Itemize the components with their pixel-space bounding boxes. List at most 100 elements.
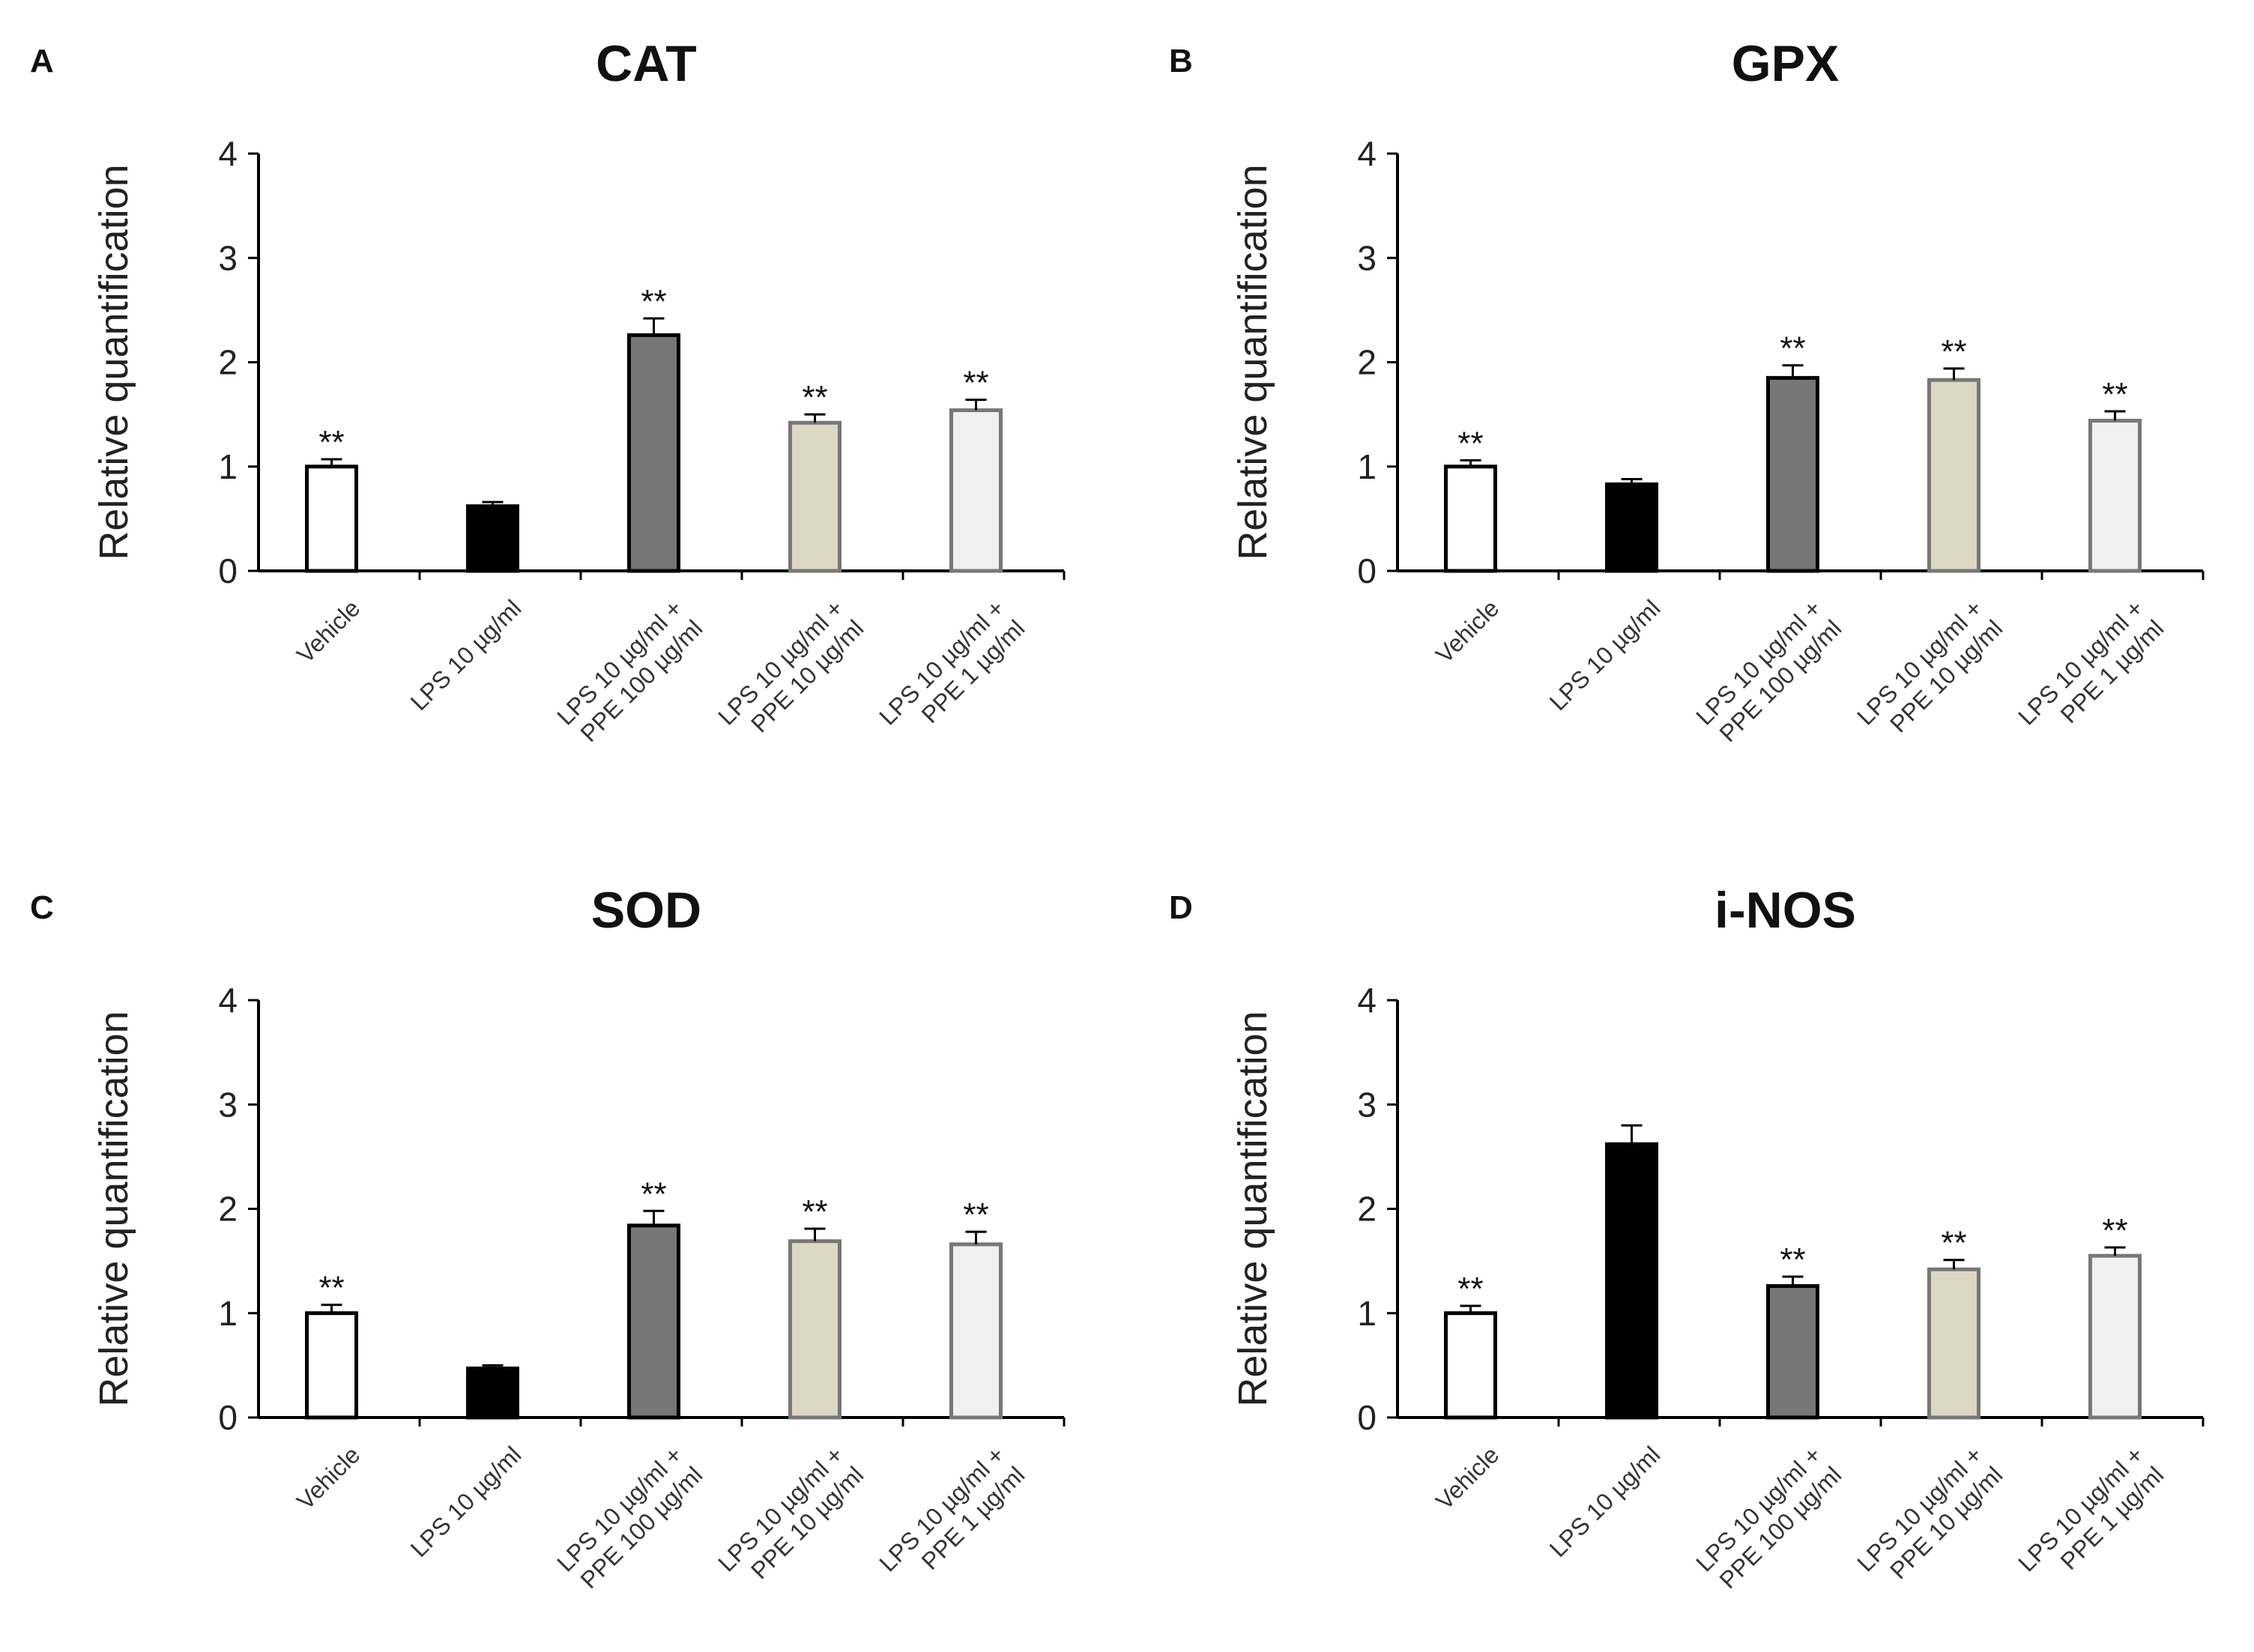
- bar-group: **: [305, 424, 358, 573]
- bar-group: **: [2088, 376, 2142, 573]
- category-label: LPS 10 µg/ml +PPE 1 µg/ml: [874, 1441, 1030, 1597]
- bar: [788, 420, 842, 573]
- category-label: LPS 10 µg/ml +PPE 100 µg/ml: [1690, 594, 1846, 750]
- category-label: Vehicle: [1430, 594, 1504, 668]
- y-tick-label: 3: [218, 1085, 238, 1124]
- bar: [1605, 482, 1658, 573]
- bar-group: [466, 1364, 519, 1420]
- y-tick-label: 1: [218, 447, 238, 486]
- category-label: Vehicle: [291, 594, 365, 668]
- y-tick-label: 2: [218, 1190, 238, 1229]
- bar-group: **: [1927, 333, 1980, 573]
- category-label-line: Vehicle: [291, 1441, 365, 1514]
- bar-group: **: [1766, 1241, 1819, 1420]
- panel-b: B GPX Relative quantification 0 1 2 3 4 ** Vehicl…: [1169, 35, 2205, 750]
- category-label: LPS 10 µg/ml +PPE 1 µg/ml: [2013, 594, 2169, 750]
- y-tick-label: 0: [218, 1398, 238, 1437]
- bar-group: **: [788, 379, 842, 573]
- bar-group: **: [788, 1193, 842, 1420]
- category-label: LPS 10 µg/ml +PPE 1 µg/ml: [2013, 1441, 2169, 1597]
- y-tick-label: 4: [1357, 134, 1377, 173]
- bar: [466, 504, 519, 573]
- y-tick-label: 3: [1357, 1085, 1377, 1124]
- significance-mark: **: [802, 379, 827, 416]
- bar: [1444, 465, 1497, 573]
- significance-mark: **: [1457, 1271, 1483, 1307]
- category-label-line: Vehicle: [291, 594, 365, 668]
- category-label: LPS 10 µg/ml: [1544, 1441, 1666, 1562]
- bar-group: [1605, 477, 1658, 573]
- y-tick-label: 2: [1357, 343, 1377, 382]
- significance-mark: **: [641, 283, 666, 320]
- category-label-line: LPS 10 µg/ml: [1544, 594, 1666, 715]
- chart-title: GPX: [1732, 35, 1840, 92]
- bar: [1927, 1267, 1980, 1420]
- bar: [1766, 1284, 1819, 1420]
- bar-group: **: [1766, 330, 1819, 573]
- significance-mark: **: [2102, 376, 2127, 413]
- chart-title: CAT: [596, 35, 697, 92]
- category-label-line: Vehicle: [1430, 1441, 1504, 1514]
- bar: [1766, 375, 1819, 573]
- bar-group: **: [2088, 1212, 2142, 1420]
- significance-mark: **: [963, 1196, 988, 1233]
- bar-group: **: [949, 365, 1003, 573]
- y-tick-label: 3: [1357, 238, 1377, 277]
- bar-group: [466, 500, 519, 573]
- bar: [2088, 1253, 2142, 1420]
- significance-mark: **: [1780, 1241, 1805, 1278]
- category-label: LPS 10 µg/ml +PPE 100 µg/ml: [552, 1441, 707, 1597]
- y-axis-label: Relative quantification: [91, 1011, 136, 1406]
- category-label: LPS 10 µg/ml +PPE 1 µg/ml: [874, 594, 1030, 750]
- significance-mark: **: [318, 1270, 344, 1307]
- significance-mark: **: [1941, 333, 1966, 370]
- bar: [305, 465, 358, 573]
- y-tick-label: 0: [218, 551, 238, 590]
- bar: [1605, 1142, 1658, 1420]
- panel-letter: A: [30, 43, 54, 79]
- significance-mark: **: [2102, 1212, 2127, 1249]
- bar-group: **: [1444, 1271, 1497, 1420]
- bar: [949, 408, 1003, 573]
- category-label: Vehicle: [291, 1441, 365, 1514]
- category-label-line: Vehicle: [1430, 594, 1504, 668]
- bar: [1927, 378, 1980, 573]
- category-label-line: LPS 10 µg/ml: [1544, 1441, 1666, 1562]
- significance-mark: **: [641, 1176, 666, 1212]
- y-tick-label: 1: [1357, 1294, 1377, 1333]
- y-tick-label: 2: [1357, 1190, 1377, 1229]
- y-axis-label: Relative quantification: [91, 164, 136, 560]
- category-label-line: LPS 10 µg/ml: [405, 1441, 527, 1562]
- chart-title: i-NOS: [1714, 882, 1856, 939]
- y-tick-label: 1: [1357, 447, 1377, 486]
- bar-group: **: [1444, 425, 1497, 573]
- y-axis-label: Relative quantification: [1230, 164, 1275, 560]
- bar: [949, 1242, 1003, 1420]
- bar: [627, 333, 680, 573]
- y-tick-label: 4: [218, 134, 238, 173]
- y-tick-label: 1: [218, 1294, 238, 1333]
- significance-mark: **: [963, 365, 988, 402]
- bar: [1444, 1311, 1497, 1420]
- bar-group: **: [627, 283, 680, 573]
- panel-a: A CAT Relative quantification 0 1 2 3 4 ** Vehicl…: [30, 35, 1066, 750]
- chart-title: SOD: [591, 882, 701, 939]
- bar: [466, 1367, 519, 1420]
- bar-group: **: [305, 1270, 358, 1420]
- bar: [627, 1223, 680, 1420]
- bar: [305, 1311, 358, 1420]
- significance-mark: **: [1941, 1225, 1966, 1262]
- category-label: LPS 10 µg/ml +PPE 10 µg/ml: [1852, 1441, 2007, 1597]
- category-label: LPS 10 µg/ml +PPE 10 µg/ml: [713, 594, 868, 750]
- significance-mark: **: [318, 424, 344, 461]
- y-tick-label: 2: [218, 343, 238, 382]
- significance-mark: **: [1457, 425, 1483, 462]
- bar-group: **: [949, 1196, 1003, 1420]
- category-label: LPS 10 µg/ml: [1544, 594, 1666, 715]
- panel-letter: D: [1169, 889, 1193, 926]
- y-tick-label: 0: [1357, 1398, 1377, 1437]
- y-tick-label: 3: [218, 238, 238, 277]
- category-label: LPS 10 µg/ml +PPE 10 µg/ml: [713, 1441, 868, 1597]
- bar: [2088, 418, 2142, 573]
